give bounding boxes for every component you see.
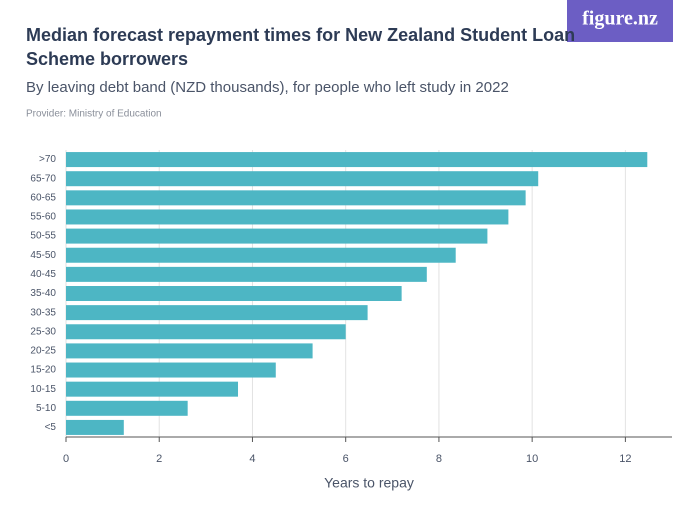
provider: Provider: Ministry of Education	[26, 109, 162, 120]
chart-subtitle: By leaving debt band (NZD thousands), fo…	[26, 79, 509, 96]
bar	[66, 286, 402, 301]
bar	[66, 152, 648, 168]
x-tick-label: 8	[436, 453, 442, 465]
bar	[66, 209, 509, 225]
bar	[66, 305, 368, 321]
logo-box	[567, 0, 673, 42]
bar	[66, 228, 488, 244]
y-tick-label: <5	[45, 422, 57, 433]
y-tick-label: >70	[39, 154, 56, 165]
bar	[66, 171, 539, 187]
bar	[66, 190, 526, 206]
x-tick-label: 2	[156, 453, 162, 465]
y-tick-label: 30-35	[30, 307, 56, 318]
x-tick-label: 0	[63, 453, 69, 465]
y-tick-label: 5-10	[36, 403, 56, 414]
y-tick-label: 65-70	[30, 173, 56, 184]
y-tick-label: 45-50	[30, 250, 56, 261]
bar	[66, 381, 239, 397]
x-tick-label: 12	[619, 453, 631, 465]
bar	[66, 343, 313, 359]
y-tick-label: 20-25	[30, 346, 56, 357]
x-tick-label: 6	[343, 453, 349, 465]
x-tick-label: 4	[249, 453, 255, 465]
y-tick-label: 10-15	[30, 384, 56, 395]
bar	[66, 419, 124, 435]
bar	[66, 362, 276, 378]
bar	[66, 266, 427, 282]
x-tick-label: 10	[526, 453, 538, 465]
bar	[66, 247, 456, 263]
y-tick-label: 25-30	[30, 326, 56, 337]
y-tick-label: 55-60	[30, 212, 56, 223]
y-tick-label: 50-55	[30, 231, 56, 242]
chart-title: Median forecast repayment times for New …	[26, 25, 575, 69]
bar	[66, 324, 346, 340]
y-tick-label: 35-40	[30, 288, 56, 299]
logo: figure.nz	[582, 8, 658, 30]
y-tick-label: 15-20	[30, 365, 56, 376]
bar	[66, 400, 188, 416]
y-tick-label: 60-65	[30, 192, 56, 203]
y-tick-label: 40-45	[30, 269, 56, 280]
x-axis-label: Years to repay	[324, 475, 414, 491]
